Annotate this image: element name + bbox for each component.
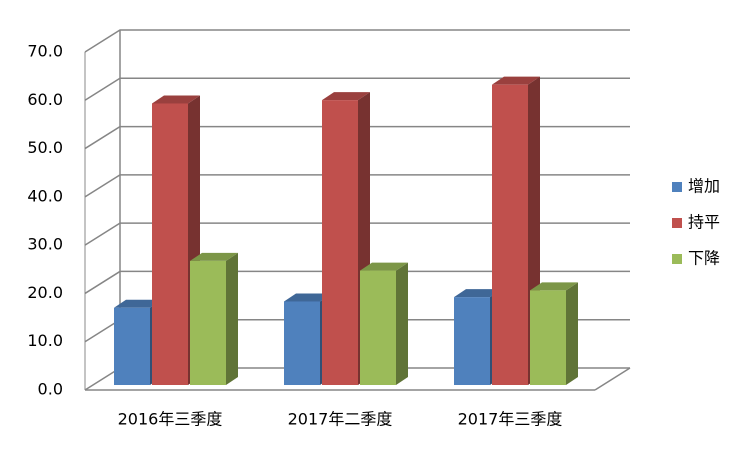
bar-top [492,76,540,85]
x-tick-label: 2017年二季度 [288,410,393,429]
bar-side [566,282,578,385]
bar-top [530,282,578,291]
bar-top [454,289,502,298]
bar-front [492,84,528,386]
bar-front [322,100,358,385]
bar-top [360,262,408,271]
bar-front [284,301,320,385]
bar-top [114,299,162,308]
bar-top [284,293,332,302]
y-tick-label: 10.0 [27,331,63,350]
y-tick-label: 20.0 [27,283,63,302]
legend-swatch [672,254,682,264]
bar [360,262,408,385]
legend-label: 下降 [688,249,720,268]
legend-label: 增加 [688,177,720,196]
legend-label: 持平 [688,213,720,232]
y-tick-label: 40.0 [27,186,63,205]
bar-front [114,307,150,385]
bar-front [152,103,188,385]
y-tick-label: 0.0 [38,380,63,399]
x-tick-label: 2017年三季度 [458,410,563,429]
bar [190,252,238,385]
bar [530,282,578,385]
bar-top [322,92,370,101]
bar-top [152,95,200,104]
bar-front [190,260,226,385]
grid-line [84,29,630,53]
x-tick-label: 2016年三季度 [118,410,223,429]
bar-front [454,297,490,385]
bar-top [190,252,238,261]
legend-swatch [672,182,682,192]
legend-swatch [672,218,682,228]
floor-edge [594,367,631,391]
bar-side [226,252,238,385]
y-tick-label: 50.0 [27,138,63,157]
bar-front [360,270,396,385]
bar-front [530,290,566,385]
y-tick-label: 70.0 [27,42,63,61]
y-tick-label: 30.0 [27,235,63,254]
bar-side [396,262,408,385]
y-tick-label: 60.0 [27,90,63,109]
